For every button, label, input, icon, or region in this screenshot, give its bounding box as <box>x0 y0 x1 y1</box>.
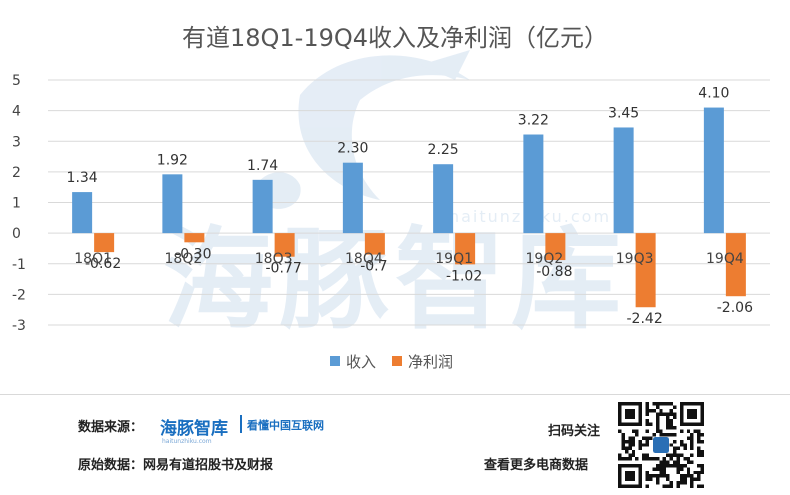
brand-name: 海豚智库 <box>160 419 228 439</box>
legend-swatch-revenue <box>330 356 340 366</box>
revenue-label: 3.45 <box>608 105 639 121</box>
revenue-label: 3.22 <box>518 113 549 129</box>
y-axis-ticks: -3 -2 -1 0 1 2 3 4 5 <box>12 73 26 334</box>
chart-title: 有道18Q1-19Q4收入及净利润（亿元） <box>182 24 608 52</box>
bars <box>72 107 746 308</box>
profit-bar <box>274 233 295 257</box>
profit-bar <box>455 233 476 265</box>
profit-label: -0.7 <box>360 259 387 275</box>
revenue-label: 4.10 <box>698 86 729 102</box>
x-tick-label: 18Q3 <box>255 251 293 267</box>
profit-label: -0.62 <box>85 256 121 272</box>
revenue-label: 2.25 <box>428 142 459 158</box>
legend: 收入 净利润 <box>330 353 453 371</box>
y-tick-label: -1 <box>12 257 26 273</box>
x-tick-label: 19Q4 <box>706 251 744 267</box>
revenue-label: 1.74 <box>247 158 278 174</box>
x-tick-label: 19Q1 <box>435 251 473 267</box>
profit-label: -0.88 <box>536 264 572 280</box>
revenue-bar <box>433 164 454 234</box>
revenue-bar <box>703 107 724 234</box>
bar-chart: 海豚智库 haitunzhiku.com 有道18Q1-19Q4收入及净利润（亿… <box>12 24 770 371</box>
profit-label: -2.42 <box>627 311 663 327</box>
profit-label: -1.02 <box>446 268 482 284</box>
profit-bar <box>635 233 656 308</box>
y-tick-label: 4 <box>12 104 21 120</box>
footer: 数据来源： 海豚智库 haitunzhiku.com 看懂中国互联网 原始数据：… <box>0 396 790 495</box>
profit-label: -0.77 <box>266 261 302 277</box>
y-tick-label: 1 <box>12 196 21 212</box>
y-tick-label: -2 <box>12 287 26 303</box>
x-tick-label: 19Q3 <box>616 251 654 267</box>
grid <box>48 79 770 326</box>
original-data-source: 原始数据：网易有道招股书及财报 <box>78 458 274 473</box>
profit-bar <box>364 233 385 255</box>
revenue-label: 2.30 <box>337 141 368 157</box>
y-tick-label: 3 <box>12 134 21 150</box>
legend-label-profit: 净利润 <box>408 353 453 371</box>
y-tick-label: -3 <box>12 318 26 334</box>
legend-label-revenue: 收入 <box>346 353 376 371</box>
profit-bar <box>94 233 115 253</box>
profit-label: -2.06 <box>717 300 753 316</box>
qr-code-icon[interactable] <box>618 402 704 488</box>
brand-tagline: 看懂中国互联网 <box>247 419 324 432</box>
revenue-bar <box>523 134 544 234</box>
more-data-text: 查看更多电商数据 <box>484 458 589 473</box>
x-tick-label: 18Q2 <box>165 251 203 267</box>
revenue-bar <box>72 192 93 234</box>
revenue-label: 1.34 <box>67 170 98 186</box>
y-tick-label: 0 <box>12 226 21 242</box>
source-label: 数据来源： <box>78 420 144 435</box>
x-axis-ticks: 18Q1 18Q2 18Q3 18Q4 19Q1 19Q2 19Q3 19Q4 <box>74 251 744 267</box>
x-tick-label: 18Q1 <box>74 251 112 267</box>
y-tick-label: 2 <box>12 165 21 181</box>
data-labels: 1.34 -0.62 1.92 -0.30 1.74 -0.77 2.30 -0.7 2.25 -… <box>67 86 754 328</box>
y-tick-label: 5 <box>12 73 21 89</box>
watermark-dolphin-logo: 海豚智库 haitunzhiku.com <box>163 50 627 344</box>
chart-area: 海豚智库 haitunzhiku.com 有道18Q1-19Q4收入及净利润（亿… <box>0 24 790 395</box>
profit-bar <box>184 233 205 243</box>
brand-divider <box>240 415 242 433</box>
revenue-bar <box>252 179 273 234</box>
scan-follow-text: 扫码关注 <box>548 424 601 439</box>
watermark-text: 海豚智库 <box>163 216 627 344</box>
x-tick-label: 19Q2 <box>526 251 564 267</box>
profit-label: -0.30 <box>175 246 211 262</box>
revenue-bar <box>342 162 363 234</box>
x-tick-label: 18Q4 <box>345 251 383 267</box>
profit-bar <box>545 233 566 261</box>
profit-bar <box>725 233 746 297</box>
legend-swatch-profit <box>392 356 402 366</box>
brand-url: haitunzhiku.com <box>162 438 212 445</box>
revenue-bar <box>162 174 183 234</box>
revenue-bar <box>613 127 634 234</box>
revenue-label: 1.92 <box>157 152 188 168</box>
